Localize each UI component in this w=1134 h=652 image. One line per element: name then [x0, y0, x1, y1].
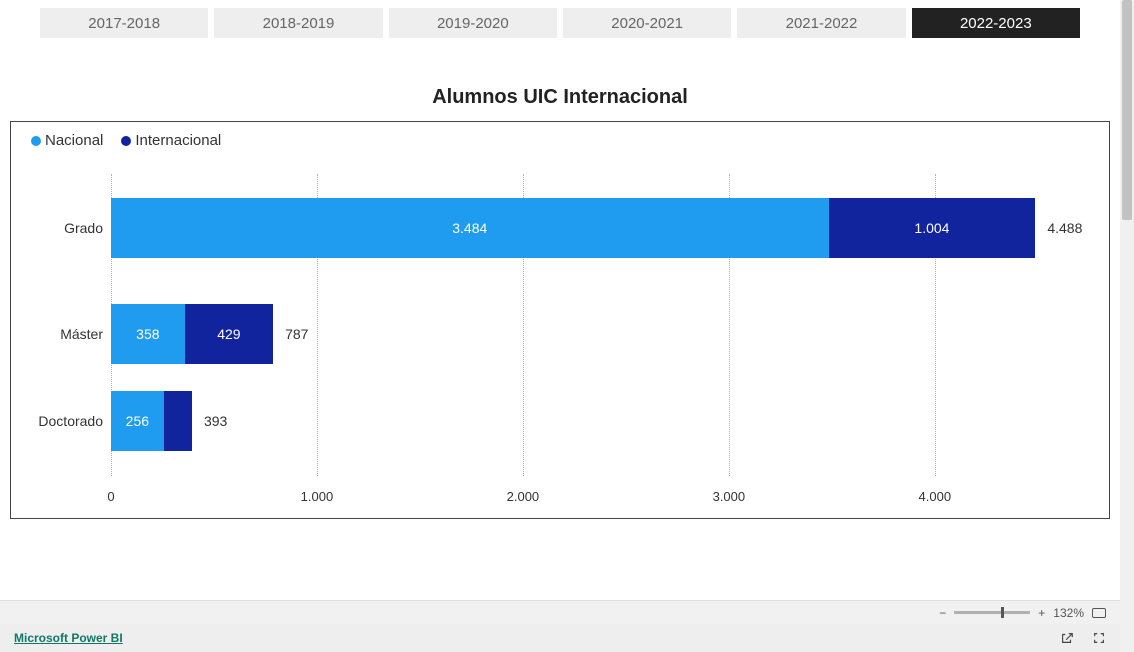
category-label: Máster [19, 326, 103, 342]
zoom-slider-handle[interactable] [1001, 607, 1004, 618]
x-axis-tick-label: 1.000 [301, 489, 334, 504]
bar-segment[interactable]: 256 [111, 391, 164, 451]
bar-row: Grado3.4841.0044.488 [111, 198, 1079, 258]
x-axis-tick-label: 3.000 [713, 489, 746, 504]
legend-marker [121, 136, 131, 146]
legend-label: Internacional [135, 132, 221, 149]
bar-segment[interactable]: 358 [111, 304, 185, 364]
legend-marker [31, 136, 41, 146]
fit-to-page-icon[interactable] [1092, 608, 1106, 618]
category-label: Doctorado [19, 413, 103, 429]
chart-legend: Nacional Internacional [31, 132, 1089, 149]
bar-segment[interactable]: 1.004 [829, 198, 1036, 258]
year-tab[interactable]: 2018-2019 [214, 8, 382, 38]
zoom-percent: 132% [1053, 606, 1084, 620]
x-axis-tick-label: 2.000 [507, 489, 540, 504]
year-slicer: 2017-20182018-20192019-20202020-20212021… [0, 0, 1120, 38]
zoom-out-button[interactable]: − [939, 606, 946, 620]
bar-segment[interactable]: 429 [185, 304, 273, 364]
fullscreen-icon[interactable] [1092, 631, 1106, 645]
zoom-slider[interactable] [954, 611, 1030, 614]
scrollbar-track[interactable] [1120, 0, 1134, 652]
bar-row: Máster358429787 [111, 304, 1079, 364]
bar-total-label: 787 [273, 326, 308, 342]
scrollbar-thumb[interactable] [1122, 0, 1132, 220]
footer-icons [1060, 631, 1106, 645]
embed-footer: Microsoft Power BI [0, 624, 1120, 652]
bar-total-label: 393 [192, 413, 227, 429]
year-tab[interactable]: 2020-2021 [563, 8, 731, 38]
zoom-toolbar: − + 132% [0, 600, 1120, 624]
report-canvas: 2017-20182018-20192019-20202020-20212021… [0, 0, 1120, 652]
category-label: Grado [19, 220, 103, 236]
year-tab[interactable]: 2019-2020 [389, 8, 557, 38]
x-axis-tick-label: 0 [107, 489, 114, 504]
chart-visual[interactable]: NacionalInternacional 01.0002.0003.0004.… [10, 121, 1110, 519]
chart-title: Alumnos UIC Internacional [0, 86, 1120, 109]
chart-plot-area: 01.0002.0003.0004.000Grado3.4841.0044.48… [111, 174, 1079, 476]
year-tab[interactable]: 2021-2022 [737, 8, 905, 38]
zoom-in-button[interactable]: + [1038, 606, 1045, 620]
year-tab[interactable]: 2022-2023 [912, 8, 1080, 38]
powerbi-link[interactable]: Microsoft Power BI [14, 631, 123, 645]
bar-row: Doctorado256393 [111, 391, 1079, 451]
legend-label: Nacional [45, 132, 103, 149]
year-tab[interactable]: 2017-2018 [40, 8, 208, 38]
x-axis-tick-label: 4.000 [919, 489, 952, 504]
bar-segment[interactable]: 3.484 [111, 198, 829, 258]
bar-total-label: 4.488 [1035, 220, 1082, 236]
share-icon[interactable] [1060, 631, 1074, 645]
bar-segment[interactable] [164, 391, 192, 451]
